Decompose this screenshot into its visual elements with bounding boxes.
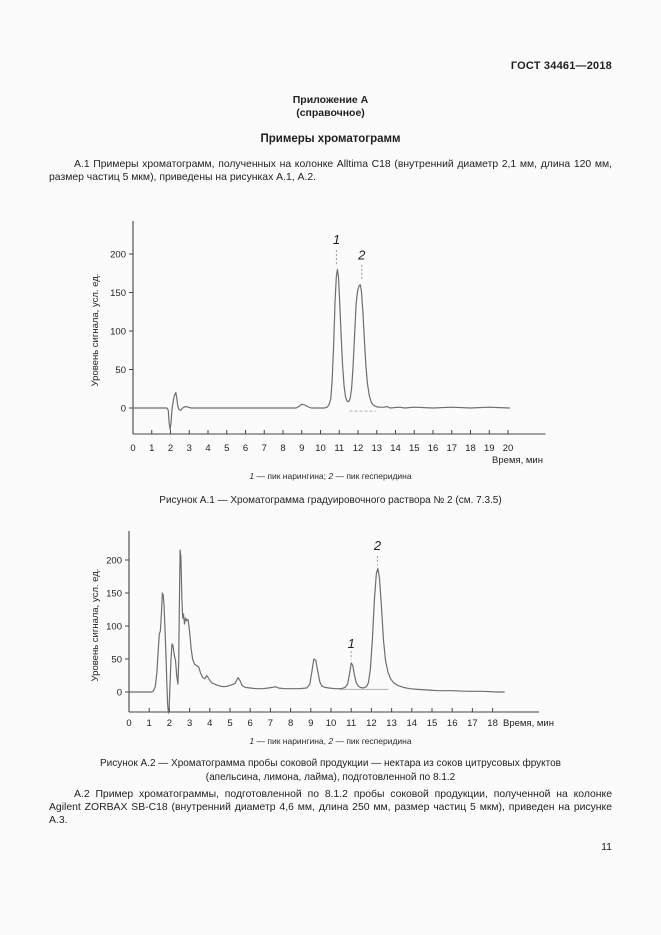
svg-text:150: 150 bbox=[106, 589, 122, 600]
svg-text:50: 50 bbox=[111, 655, 122, 666]
svg-text:17: 17 bbox=[467, 718, 478, 729]
svg-text:9: 9 bbox=[308, 718, 313, 729]
svg-text:2: 2 bbox=[373, 538, 382, 553]
svg-text:9: 9 bbox=[299, 443, 304, 454]
svg-text:11: 11 bbox=[334, 443, 344, 454]
svg-text:Уровень сигнала, усл. ед.: Уровень сигнала, усл. ед. bbox=[90, 569, 101, 682]
svg-text:15: 15 bbox=[427, 718, 438, 729]
svg-text:14: 14 bbox=[390, 443, 401, 454]
svg-text:5: 5 bbox=[224, 443, 229, 454]
svg-text:100: 100 bbox=[106, 622, 122, 633]
svg-text:200: 200 bbox=[110, 250, 126, 261]
svg-text:12: 12 bbox=[366, 718, 377, 729]
svg-text:Уровень сигнала, усл. ед.: Уровень сигнала, усл. ед. bbox=[90, 274, 101, 387]
svg-text:20: 20 bbox=[503, 443, 514, 454]
svg-text:13: 13 bbox=[371, 443, 382, 454]
svg-text:2: 2 bbox=[357, 247, 366, 262]
svg-text:7: 7 bbox=[268, 718, 273, 729]
figure-a2-caption-line2: (апельсина, лимона, лайма), подготовленн… bbox=[205, 771, 456, 783]
page-number: 11 bbox=[601, 841, 612, 853]
svg-text:18: 18 bbox=[465, 443, 476, 454]
svg-text:7: 7 bbox=[262, 443, 267, 454]
svg-text:1: 1 bbox=[147, 718, 152, 729]
svg-text:1: 1 bbox=[348, 636, 355, 651]
figure-a2-caption-line1: Рисунок А.2 — Хроматограмма пробы соково… bbox=[100, 758, 561, 769]
svg-text:150: 150 bbox=[110, 288, 126, 299]
figure-a1-caption: Рисунок А.1 — Хроматограмма градуировочн… bbox=[159, 495, 502, 506]
svg-text:Время, мин: Время, мин bbox=[492, 455, 543, 466]
svg-text:13: 13 bbox=[386, 718, 397, 729]
svg-text:10: 10 bbox=[315, 443, 326, 454]
svg-text:200: 200 bbox=[106, 556, 122, 567]
svg-text:18: 18 bbox=[487, 718, 498, 729]
svg-text:100: 100 bbox=[110, 327, 126, 338]
svg-text:1: 1 bbox=[149, 443, 154, 454]
svg-text:11: 11 bbox=[346, 718, 356, 729]
svg-text:50: 50 bbox=[115, 365, 126, 376]
svg-text:16: 16 bbox=[447, 718, 458, 729]
svg-text:5: 5 bbox=[227, 718, 232, 729]
figure-a2-legend: 1 — пик нарингина, 2 — пик гесперидина bbox=[249, 736, 412, 746]
svg-text:6: 6 bbox=[243, 443, 248, 454]
svg-text:17: 17 bbox=[446, 443, 457, 454]
paragraph-a1: А.1 Примеры хроматограмм, полученных на … bbox=[49, 159, 612, 183]
svg-text:2: 2 bbox=[168, 443, 173, 454]
svg-text:12: 12 bbox=[353, 443, 364, 454]
paragraph-a2: А.2 Пример хроматограммы, подготовленной… bbox=[49, 789, 612, 826]
svg-text:Время, мин: Время, мин bbox=[503, 718, 554, 729]
svg-text:4: 4 bbox=[207, 718, 212, 729]
svg-text:4: 4 bbox=[205, 443, 210, 454]
figure-a1-legend: 1 — пик нарингина; 2 — пик гесперидина bbox=[249, 471, 412, 481]
svg-text:0: 0 bbox=[126, 718, 131, 729]
svg-text:1: 1 bbox=[333, 232, 340, 247]
appendix-title: Приложение А bbox=[292, 94, 369, 106]
document-number: ГОСТ 34461—2018 bbox=[510, 60, 612, 72]
svg-text:3: 3 bbox=[187, 443, 192, 454]
svg-text:2: 2 bbox=[167, 718, 172, 729]
svg-text:0: 0 bbox=[121, 404, 126, 415]
svg-text:0: 0 bbox=[117, 688, 122, 699]
figure-a2-caption: Рисунок А.2 — Хроматограмма пробы соково… bbox=[0, 757, 661, 784]
svg-text:14: 14 bbox=[407, 718, 418, 729]
svg-text:3: 3 bbox=[187, 718, 192, 729]
svg-text:6: 6 bbox=[248, 718, 253, 729]
section-title: Примеры хроматограмм bbox=[260, 133, 401, 145]
svg-text:15: 15 bbox=[409, 443, 420, 454]
svg-text:8: 8 bbox=[288, 718, 293, 729]
svg-text:8: 8 bbox=[280, 443, 285, 454]
svg-text:16: 16 bbox=[428, 443, 439, 454]
appendix-subtitle: (справочное) bbox=[296, 107, 365, 119]
svg-text:19: 19 bbox=[484, 443, 495, 454]
svg-text:10: 10 bbox=[326, 718, 337, 729]
svg-text:0: 0 bbox=[130, 443, 135, 454]
